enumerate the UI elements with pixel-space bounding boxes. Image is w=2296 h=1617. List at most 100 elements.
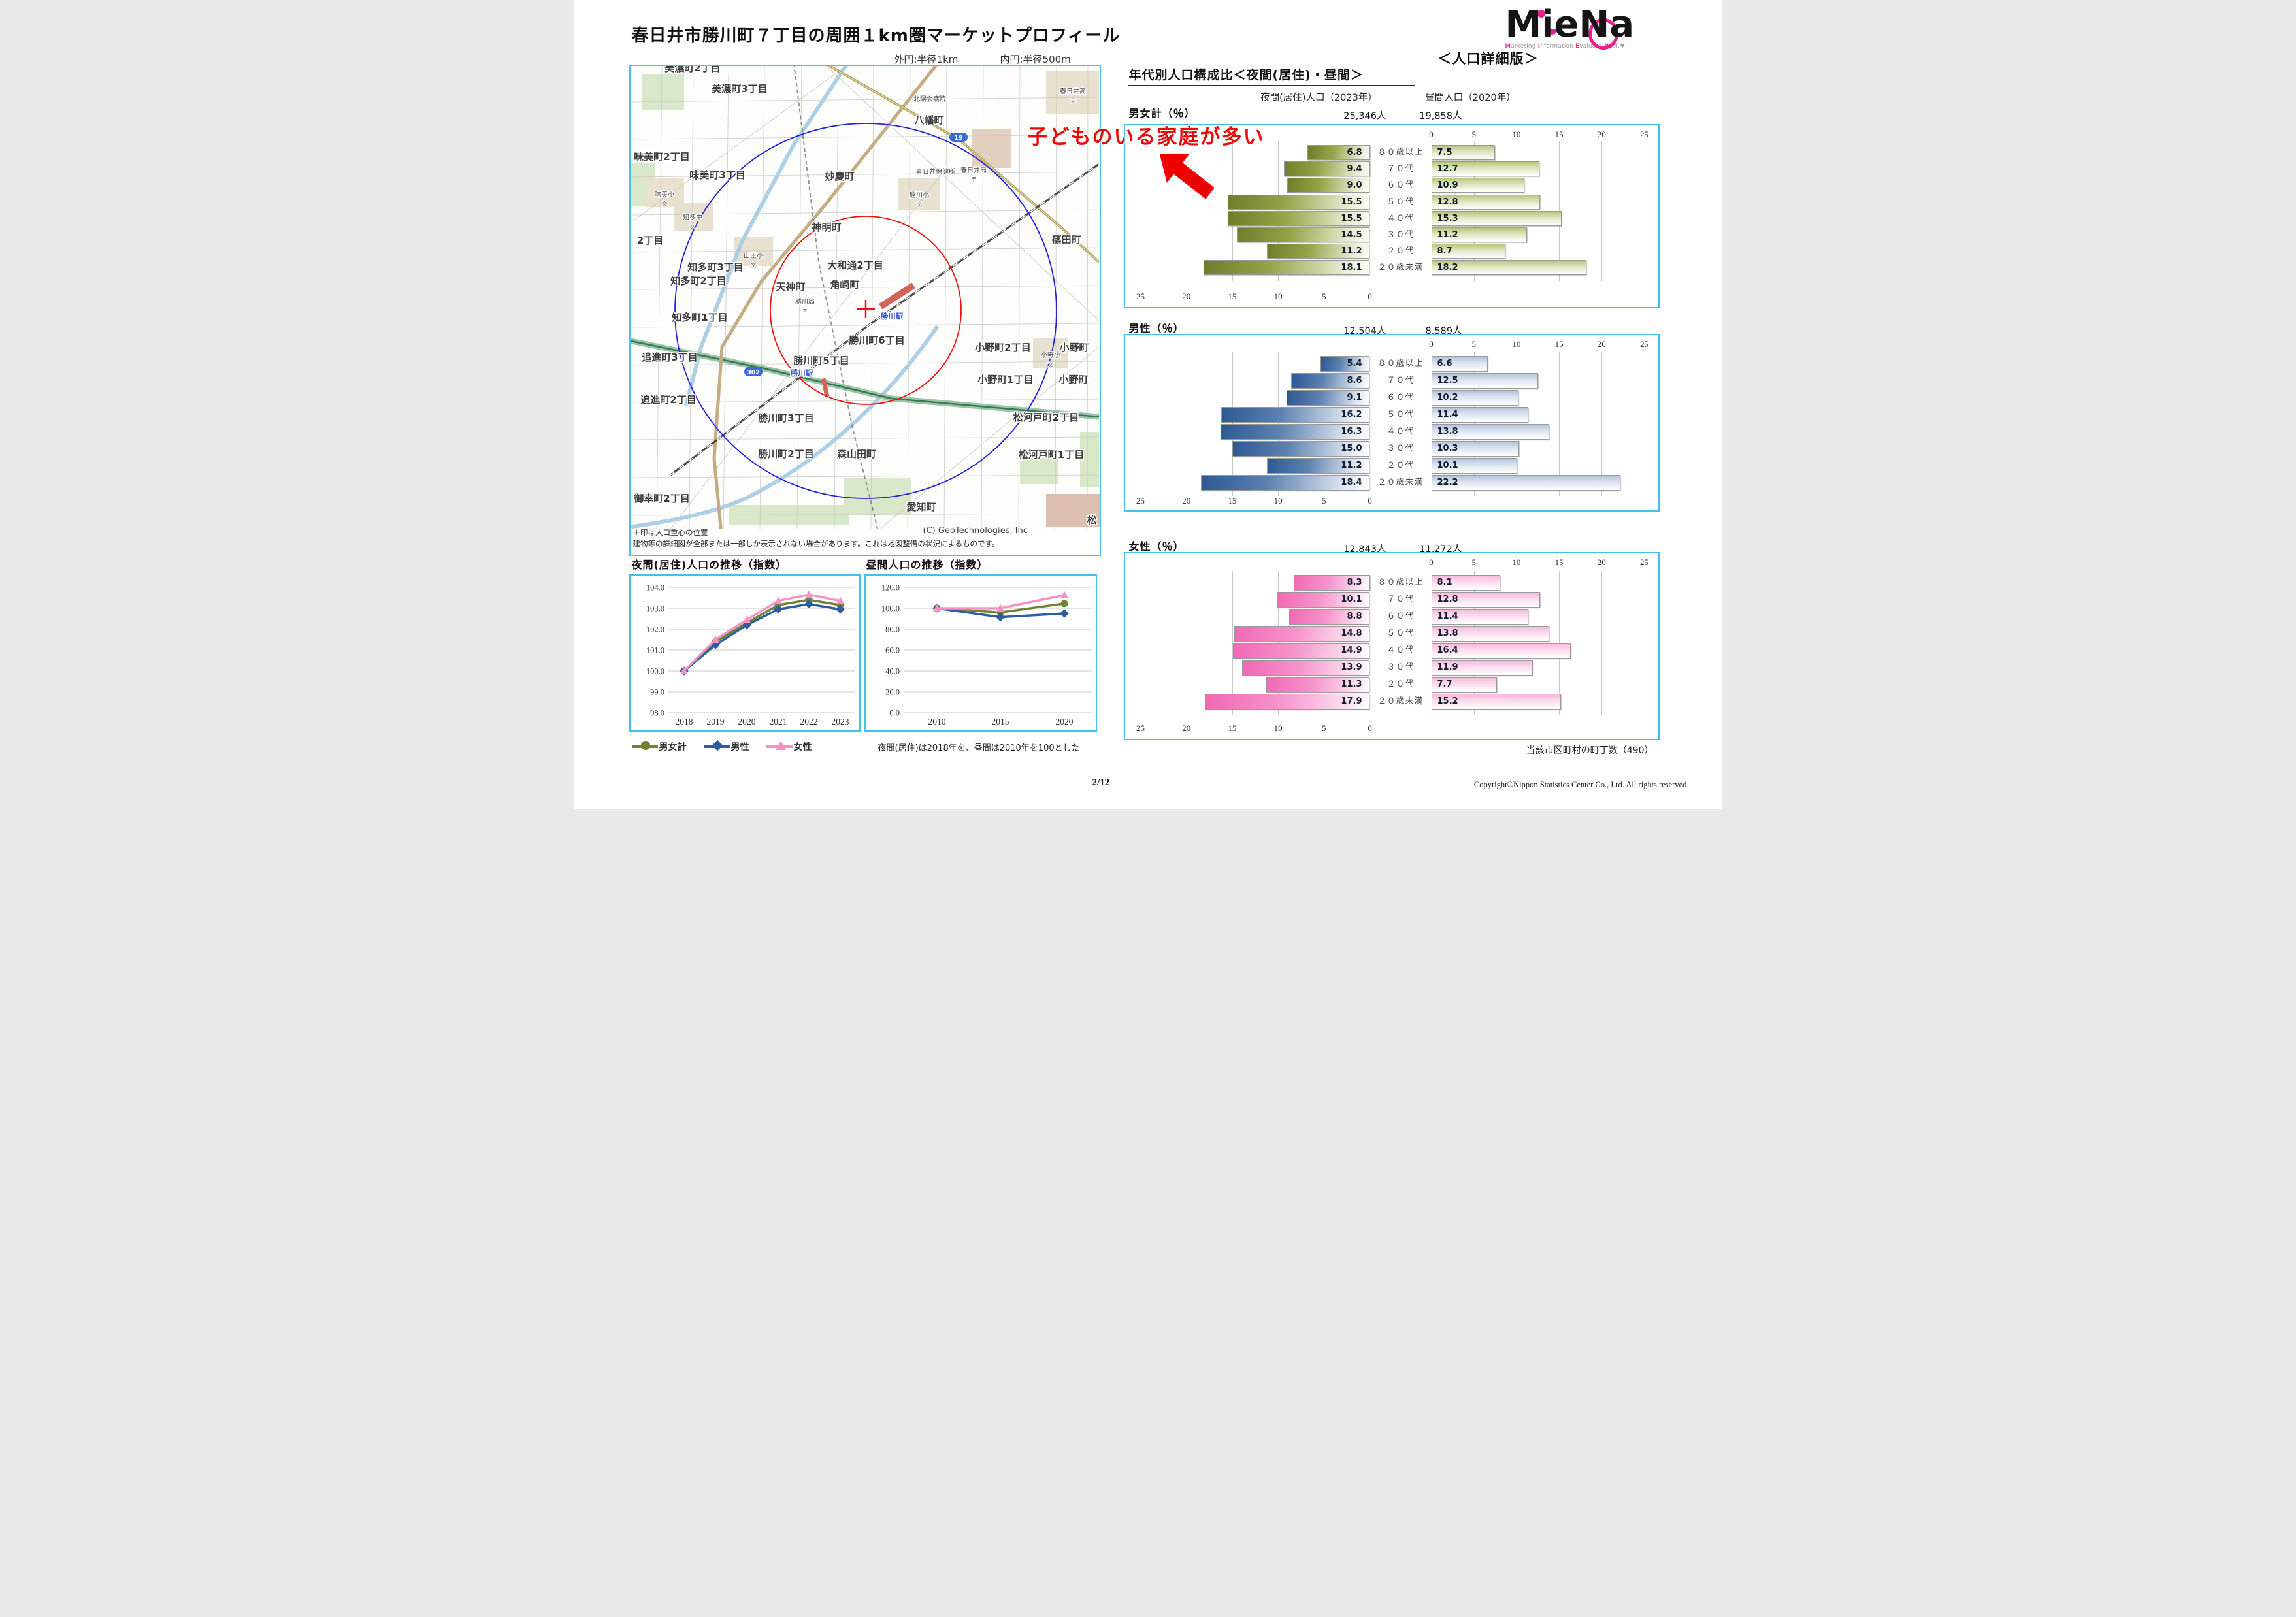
data-point-marker [932,604,941,612]
day-bar-value: 15.3 [1437,213,1458,223]
night-bar [1283,161,1370,177]
town-label: 松河戸町1丁目 [1018,449,1083,461]
night-bar-value: 8.3 [1347,578,1362,587]
day-trend-chart: 120.0 100.0 80.0 60.0 40.0 20.0 0.0 2010 2015 202… [864,574,1097,732]
pyramid-chart-box: 0 5 10 15 20 25 0 5 10 15 20 25 8.3 ８０歳以上 8.1 10.1 ７０代 12… [1123,552,1660,740]
day-axis-tick: 15 [1554,557,1564,567]
x-axis-tick: 2020 [1055,717,1073,727]
day-axis-tick: 5 [1471,557,1476,567]
day-bar-value: 12.8 [1437,595,1458,604]
night-axis-tick: 15 [1228,291,1237,301]
edition-label: ＜人口詳細版＞ [1437,51,1539,67]
day-bar [1431,145,1496,160]
report-page: 春日井市勝川町７丁目の周囲１km圏マーケットプロフィール 外円:半径1km 内円… [574,0,1722,809]
town-label: 〒 [970,177,976,184]
data-point-marker [1059,609,1069,618]
page-title: 春日井市勝川町７丁目の周囲１km圏マーケットプロフィール [631,26,1121,46]
kachigawa-station-platform [878,282,915,310]
age-band-label: ６０代 [1386,180,1415,191]
night-population-count: 25,346人 [1343,111,1386,122]
outer-1km-circle [674,123,1057,499]
day-bar-value: 10.2 [1437,393,1458,402]
night-axis-tick: 5 [1322,496,1326,506]
day-axis-tick: 15 [1554,339,1564,349]
night-bar [1290,373,1370,389]
night-bar-value: 15.5 [1341,197,1362,207]
logo-i-dot [1537,10,1545,18]
map-panel: 19 302 美濃町2丁目 美濃町3丁目 北陽会病院 八幡町 春日井高文味美町2丁目 味美町… [627,61,1101,556]
night-bar [1277,592,1370,608]
facility-label: 春日井保健所 [916,167,955,176]
town-label: 角崎町 [830,279,859,291]
annotation-arrow [1147,140,1222,211]
page-number: 2/12 [1092,777,1110,788]
town-label: 2丁目 [636,235,663,246]
x-axis-tick: 2023 [831,717,849,727]
day-bar [1431,626,1549,642]
age-band-label: ２０代 [1386,679,1415,689]
night-bar-value: 11.3 [1341,679,1362,689]
day-bar [1431,475,1620,491]
night-bar [1236,227,1370,242]
day-trend-title: 昼間人口の推移（指数） [866,559,989,571]
night-bar-value: 9.1 [1347,393,1362,402]
y-axis-tick: 120.0 [881,583,899,593]
day-bar-value: 10.3 [1437,444,1458,453]
day-axis-tick: 20 [1597,557,1606,567]
day-axis-tick: 0 [1429,557,1434,567]
y-axis-tick: 60.0 [885,646,900,655]
age-band-label: ５０代 [1386,197,1415,207]
y-axis-tick: 80.0 [885,625,900,634]
x-axis-tick: 2020 [738,717,755,727]
y-axis-tick: 101.0 [646,646,664,655]
facility-label: 春日井高 [1060,87,1086,95]
night-bar-value: 15.5 [1341,213,1362,223]
night-axis-tick: 0 [1368,723,1372,733]
night-axis-tick: 25 [1136,291,1145,301]
age-band-label: ６０代 [1386,393,1415,402]
night-axis-tick: 25 [1136,723,1145,733]
age-band-label: ４０代 [1386,427,1415,436]
day-bar-value: 11.2 [1437,230,1458,240]
day-bar [1431,194,1541,210]
night-axis-tick: 10 [1273,291,1283,301]
legend-label: 男性 [730,742,749,753]
day-population-count: 19,858人 [1419,111,1462,122]
data-point-marker [711,635,719,643]
data-point-marker [804,590,813,598]
age-band-label: ７０代 [1386,595,1415,604]
night-axis-tick: 15 [1228,496,1237,506]
age-band-label: ２０歳未満 [1377,696,1424,706]
town-label: 文 [661,200,667,208]
y-axis-tick: 40.0 [885,667,900,676]
legend-marker-icon [640,741,650,750]
outer-circle-label: 外円:半径1km [894,54,959,65]
day-axis-tick: 25 [1640,129,1648,139]
night-bar-value: 15.0 [1341,444,1362,453]
night-axis-tick: 10 [1273,496,1283,506]
johoku-station-platform [821,378,829,397]
night-bar [1232,441,1370,457]
day-bar-value: 13.8 [1437,629,1458,638]
night-bar [1242,660,1370,676]
night-bar-value: 14.8 [1341,629,1362,638]
age-band-label: ７０代 [1386,164,1415,174]
night-axis-tick: 0 [1368,291,1372,301]
facility-label: 勝川小 [910,191,929,199]
town-label: 松河戸町2丁目 [1013,412,1078,423]
facility-label: 春日井局 [960,166,987,174]
town-label: 篠田町 [1051,234,1081,246]
night-bar-value: 18.4 [1341,478,1362,487]
day-bar [1431,390,1518,406]
night-bar [1266,677,1370,693]
day-axis-tick: 25 [1640,557,1648,567]
facility-label: 勝川局 [795,297,815,306]
section-title: 年代別人口構成比＜夜間(居住)・昼間＞ [1127,65,1415,86]
night-bar-value: 9.0 [1347,180,1362,191]
data-point-marker [680,666,688,674]
line-chart-canvas: 104.0 103.0 102.0 101.0 100.0 99.0 98.0 2018 201… [646,583,855,727]
day-bar-value: 16.4 [1437,645,1458,655]
town-label: 味美町2丁目 [634,151,689,163]
day-bar [1431,244,1505,259]
town-label: 知多町3丁目 [687,261,743,273]
